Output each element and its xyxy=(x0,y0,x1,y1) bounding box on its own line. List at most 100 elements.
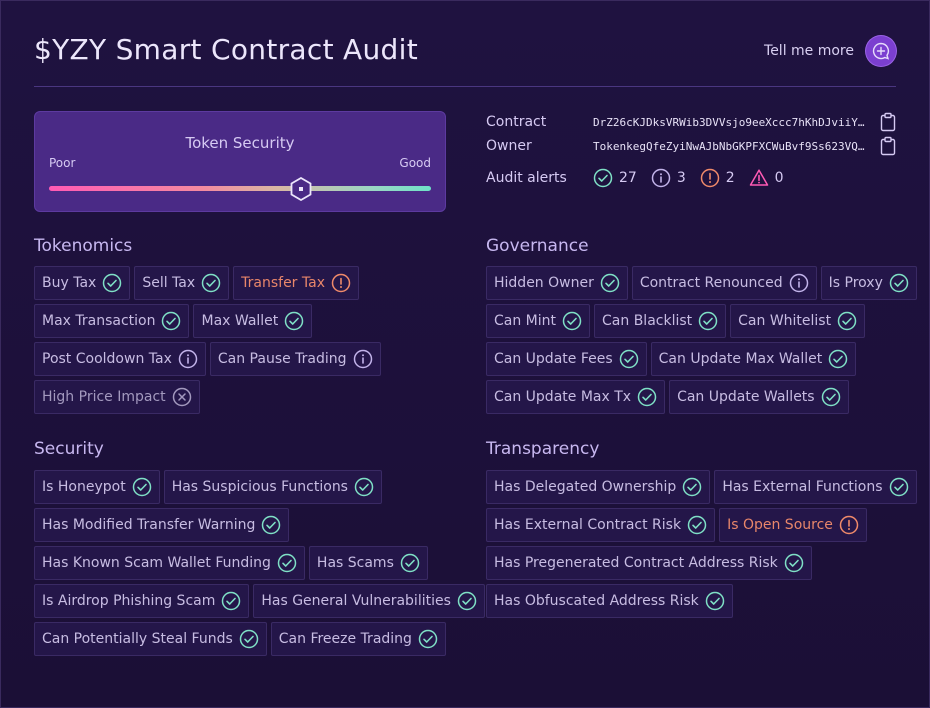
chip-label: Is Proxy xyxy=(828,275,883,291)
chip-high-price-impact[interactable]: High Price Impact xyxy=(34,380,200,414)
chip-can-blacklist[interactable]: Can Blacklist xyxy=(594,304,727,338)
chip-post-cooldown-tax[interactable]: Post Cooldown Tax xyxy=(34,342,206,376)
tokenomics-chip-row: Max Transaction Max Wallet xyxy=(34,304,454,338)
check-circle-icon xyxy=(682,477,702,497)
chip-can-freeze-trading[interactable]: Can Freeze Trading xyxy=(270,622,446,656)
governance-chip-row: Hidden Owner Contract Renounced Is Proxy xyxy=(486,266,917,300)
chip-hidden-owner[interactable]: Hidden Owner xyxy=(486,266,628,300)
check-circle-icon xyxy=(457,591,477,611)
info-circle-icon xyxy=(353,349,373,369)
tokenomics-chips: Buy Tax Sell Tax Transfer Tax Max Transacti… xyxy=(34,266,454,418)
audit-alerts-label: Audit alerts xyxy=(486,170,567,186)
governance-chip-row: Can Mint Can Blacklist Can Whitelist xyxy=(486,304,906,338)
check-circle-icon xyxy=(239,629,259,649)
exclamation-circle-icon xyxy=(700,168,719,188)
chip-label: Can Pause Trading xyxy=(217,351,347,367)
transparency-chip-row: Has External Contract Risk Is Open Source xyxy=(486,508,906,542)
governance-chip-row: Can Update Fees Can Update Max Wallet xyxy=(486,342,906,376)
chip-label: Can Whitelist xyxy=(738,313,832,329)
chip-label: Has Modified Transfer Warning xyxy=(42,517,256,533)
tokenomics-chip-row: High Price Impact xyxy=(34,380,454,414)
chip-max-wallet[interactable]: Max Wallet xyxy=(193,304,313,338)
chip-label: Post Cooldown Tax xyxy=(42,351,172,367)
token-security-title: Token Security xyxy=(185,134,295,152)
chip-can-whitelist[interactable]: Can Whitelist xyxy=(730,304,866,338)
check-circle-icon xyxy=(784,553,804,573)
check-circle-icon xyxy=(201,273,221,293)
chip-can-update-fees[interactable]: Can Update Fees xyxy=(486,342,647,376)
check-circle-icon xyxy=(562,311,582,331)
check-circle-icon xyxy=(221,591,241,611)
chip-has-external-functions[interactable]: Has External Functions xyxy=(714,470,917,504)
chip-label: Has Known Scam Wallet Funding xyxy=(42,555,271,571)
security-good-label: Good xyxy=(399,156,431,170)
security-chip-row: Has Modified Transfer Warning xyxy=(34,508,454,542)
chip-label: Has Suspicious Functions xyxy=(171,479,348,495)
chip-is-airdrop-phishing-scam[interactable]: Is Airdrop Phishing Scam xyxy=(34,584,250,618)
chip-has-obfuscated-address-risk[interactable]: Has Obfuscated Address Risk xyxy=(486,584,733,618)
security-gauge-marker xyxy=(290,176,312,202)
chip-can-potentially-steal-funds[interactable]: Can Potentially Steal Funds xyxy=(34,622,267,656)
transparency-chip-row: Has Pregenerated Contract Address Risk xyxy=(486,546,906,580)
chip-is-open-source[interactable]: Is Open Source xyxy=(719,508,867,542)
security-chip-row: Is Airdrop Phishing Scam Has General Vuln… xyxy=(34,584,485,618)
tell-me-more-label: Tell me more xyxy=(764,43,854,59)
chip-can-update-max-wallet[interactable]: Can Update Max Wallet xyxy=(650,342,857,376)
chip-label: Sell Tax xyxy=(142,275,196,291)
alert-info-count: 3 xyxy=(676,170,686,186)
copy-owner-icon[interactable] xyxy=(880,136,896,156)
alert-info-group: 3 xyxy=(651,168,686,188)
chip-label: Has External Functions xyxy=(722,479,883,495)
check-circle-icon xyxy=(637,387,657,407)
chip-can-pause-trading[interactable]: Can Pause Trading xyxy=(209,342,381,376)
chat-plus-icon[interactable] xyxy=(866,36,896,66)
check-circle-icon xyxy=(698,311,718,331)
check-circle-icon xyxy=(261,515,281,535)
chip-has-delegated-ownership[interactable]: Has Delegated Ownership xyxy=(486,470,711,504)
chip-contract-renounced[interactable]: Contract Renounced xyxy=(631,266,817,300)
chip-can-mint[interactable]: Can Mint xyxy=(486,304,591,338)
chip-is-proxy[interactable]: Is Proxy xyxy=(820,266,917,300)
governance-title: Governance xyxy=(486,236,589,256)
info-circle-icon xyxy=(651,168,671,188)
copy-contract-icon[interactable] xyxy=(880,112,896,132)
chip-is-honeypot[interactable]: Is Honeypot xyxy=(34,470,160,504)
chip-max-transaction[interactable]: Max Transaction xyxy=(34,304,190,338)
chip-has-general-vulnerabilities[interactable]: Has General Vulnerabilities xyxy=(253,584,485,618)
tell-me-more-button[interactable]: Tell me more xyxy=(764,35,896,67)
check-circle-icon xyxy=(687,515,707,535)
audit-alerts-row: Audit alerts 27 3 2 0 xyxy=(486,167,898,189)
chip-label: Can Update Fees xyxy=(494,351,613,367)
chip-can-update-wallets[interactable]: Can Update Wallets xyxy=(669,380,849,414)
check-circle-icon xyxy=(132,477,152,497)
governance-chip-row: Can Update Max Tx Can Update Wallets xyxy=(486,380,906,414)
chip-label: Has Scams xyxy=(316,555,394,571)
tokenomics-chip-row: Buy Tax Sell Tax Transfer Tax xyxy=(34,266,454,300)
chip-has-known-scam-wallet-funding[interactable]: Has Known Scam Wallet Funding xyxy=(34,546,305,580)
check-circle-icon xyxy=(837,311,857,331)
chip-sell-tax[interactable]: Sell Tax xyxy=(134,266,230,300)
governance-chips: Hidden Owner Contract Renounced Is Proxy Ca… xyxy=(486,266,917,418)
chip-has-external-contract-risk[interactable]: Has External Contract Risk xyxy=(486,508,716,542)
chip-label: Can Blacklist xyxy=(602,313,693,329)
alert-pass-group: 27 xyxy=(593,168,637,188)
chip-transfer-tax[interactable]: Transfer Tax xyxy=(233,266,359,300)
chip-has-scams[interactable]: Has Scams xyxy=(308,546,428,580)
chip-has-suspicious-functions[interactable]: Has Suspicious Functions xyxy=(163,470,382,504)
chip-can-update-max-tx[interactable]: Can Update Max Tx xyxy=(486,380,666,414)
chip-label: Has Pregenerated Contract Address Risk xyxy=(494,555,778,571)
security-title: Security xyxy=(34,439,104,459)
chip-label: Transfer Tax xyxy=(241,275,325,291)
chip-label: Can Mint xyxy=(494,313,557,329)
chip-has-pregenerated-contract-address-risk[interactable]: Has Pregenerated Contract Address Risk xyxy=(486,546,812,580)
owner-row: Owner TokenkegQfeZyiNwAJbNbGKPFXCWuBvf9S… xyxy=(486,135,898,157)
check-circle-icon xyxy=(889,273,909,293)
chip-label: Can Update Wallets xyxy=(677,389,815,405)
check-circle-icon xyxy=(600,273,620,293)
security-poor-label: Poor xyxy=(49,156,76,170)
exclamation-circle-icon xyxy=(839,515,859,535)
owner-label: Owner xyxy=(486,138,532,154)
chip-has-modified-transfer-warning[interactable]: Has Modified Transfer Warning xyxy=(34,508,290,542)
contract-address: DrZ26cKJDksVRWib3DVVsjo9eeXccc7hKhDJviiY… xyxy=(593,115,871,129)
chip-buy-tax[interactable]: Buy Tax xyxy=(34,266,131,300)
